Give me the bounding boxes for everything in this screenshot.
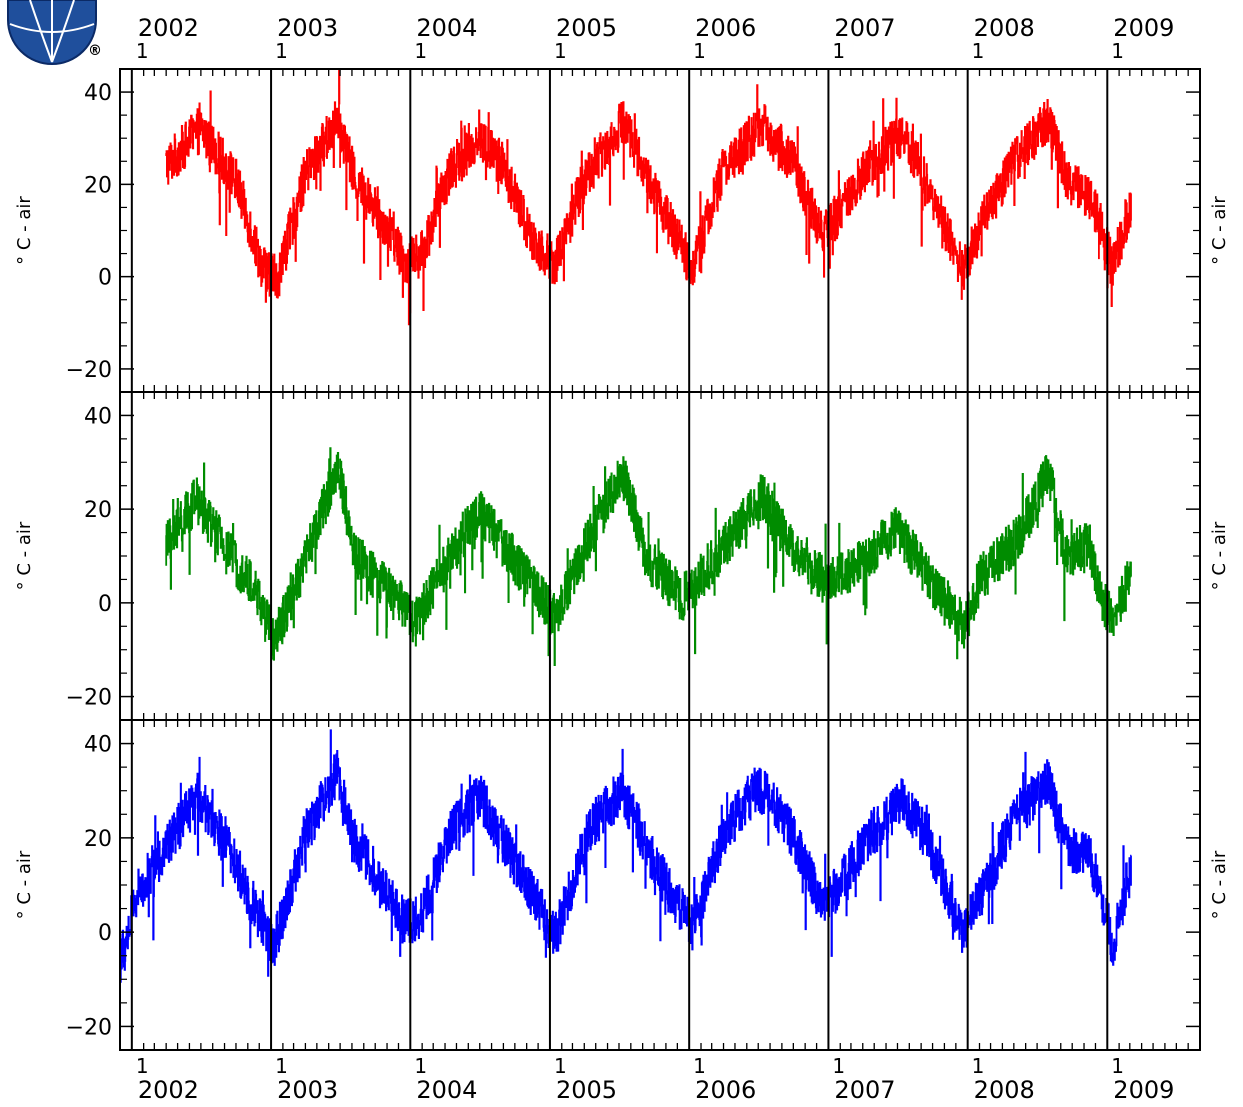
y-tick-label: 20 xyxy=(84,173,112,198)
series-line-panel-2 xyxy=(165,447,1132,666)
year-label-top: 2009 xyxy=(1113,14,1174,42)
year-label-top: 2008 xyxy=(974,14,1035,42)
y-tick-label: −20 xyxy=(66,686,112,711)
y-axis-label-left: ° C - air xyxy=(14,850,35,919)
month-label-bottom: 1 xyxy=(832,1054,845,1078)
registered-mark: ® xyxy=(88,43,102,59)
year-label-bottom: 2007 xyxy=(834,1076,895,1104)
globe-meridian xyxy=(9,0,95,63)
year-label-bottom: 2009 xyxy=(1113,1076,1174,1104)
year-label-bottom: 2003 xyxy=(277,1076,338,1104)
y-tick-label: 20 xyxy=(84,827,112,852)
month-label-bottom: 1 xyxy=(1111,1054,1124,1078)
y-tick-label: 40 xyxy=(84,404,112,429)
month-label-bottom: 1 xyxy=(972,1054,985,1078)
panel-3: 40 20 0 −20 ° C - air ° C - air xyxy=(14,719,1230,1051)
year-label-bottom: 2004 xyxy=(416,1076,477,1104)
month-label-bottom: 1 xyxy=(554,1054,567,1078)
year-label-bottom: 2002 xyxy=(138,1076,199,1104)
year-label-bottom: 2008 xyxy=(974,1076,1035,1104)
month-label-top: 1 xyxy=(275,39,288,63)
year-label-top: 2005 xyxy=(556,14,617,42)
y-axis-label-right: ° C - air xyxy=(1209,196,1230,265)
y-tick-label: 0 xyxy=(98,921,112,946)
y-axis-label-left: ° C - air xyxy=(14,196,35,265)
series-line-panel-1 xyxy=(165,68,1132,326)
y-axis-label-right: ° C - air xyxy=(1209,850,1230,919)
y-tick-label: −20 xyxy=(66,1015,112,1040)
month-label-top: 1 xyxy=(832,39,845,63)
month-label-top: 1 xyxy=(554,39,567,63)
y-tick-label: 0 xyxy=(98,266,112,291)
month-label-bottom: 1 xyxy=(136,1054,149,1078)
y-tick-label: 40 xyxy=(84,733,112,758)
year-label-top: 2007 xyxy=(834,14,895,42)
year-label-bottom: 2005 xyxy=(556,1076,617,1104)
month-label-bottom: 1 xyxy=(693,1054,706,1078)
y-tick-label: −20 xyxy=(66,358,112,383)
globe-logo: ® xyxy=(7,0,102,65)
year-label-top: 2003 xyxy=(277,14,338,42)
year-label-top: 2002 xyxy=(138,14,199,42)
panel-1: 40 20 0 −20 ° C - air ° C - air xyxy=(14,68,1230,393)
y-axis-label-left: ° C - air xyxy=(14,521,35,590)
month-label-bottom: 1 xyxy=(275,1054,288,1078)
month-label-top: 1 xyxy=(972,39,985,63)
year-label-top: 2004 xyxy=(416,14,477,42)
y-tick-label: 40 xyxy=(84,81,112,106)
year-label-bottom: 2006 xyxy=(695,1076,756,1104)
y-tick-label: 20 xyxy=(84,498,112,523)
year-label-top: 2006 xyxy=(695,14,756,42)
month-label-top: 1 xyxy=(1111,39,1124,63)
panel-frame xyxy=(119,719,1201,1051)
panel-2: 40 20 0 −20 ° C - air ° C - air xyxy=(14,391,1230,721)
y-tick-label: 0 xyxy=(98,592,112,617)
series-line-panel-3 xyxy=(119,729,1132,983)
month-label-bottom: 1 xyxy=(414,1054,427,1078)
month-label-top: 1 xyxy=(136,39,149,63)
month-label-top: 1 xyxy=(414,39,427,63)
y-axis-label-right: ° C - air xyxy=(1209,521,1230,590)
month-label-top: 1 xyxy=(693,39,706,63)
